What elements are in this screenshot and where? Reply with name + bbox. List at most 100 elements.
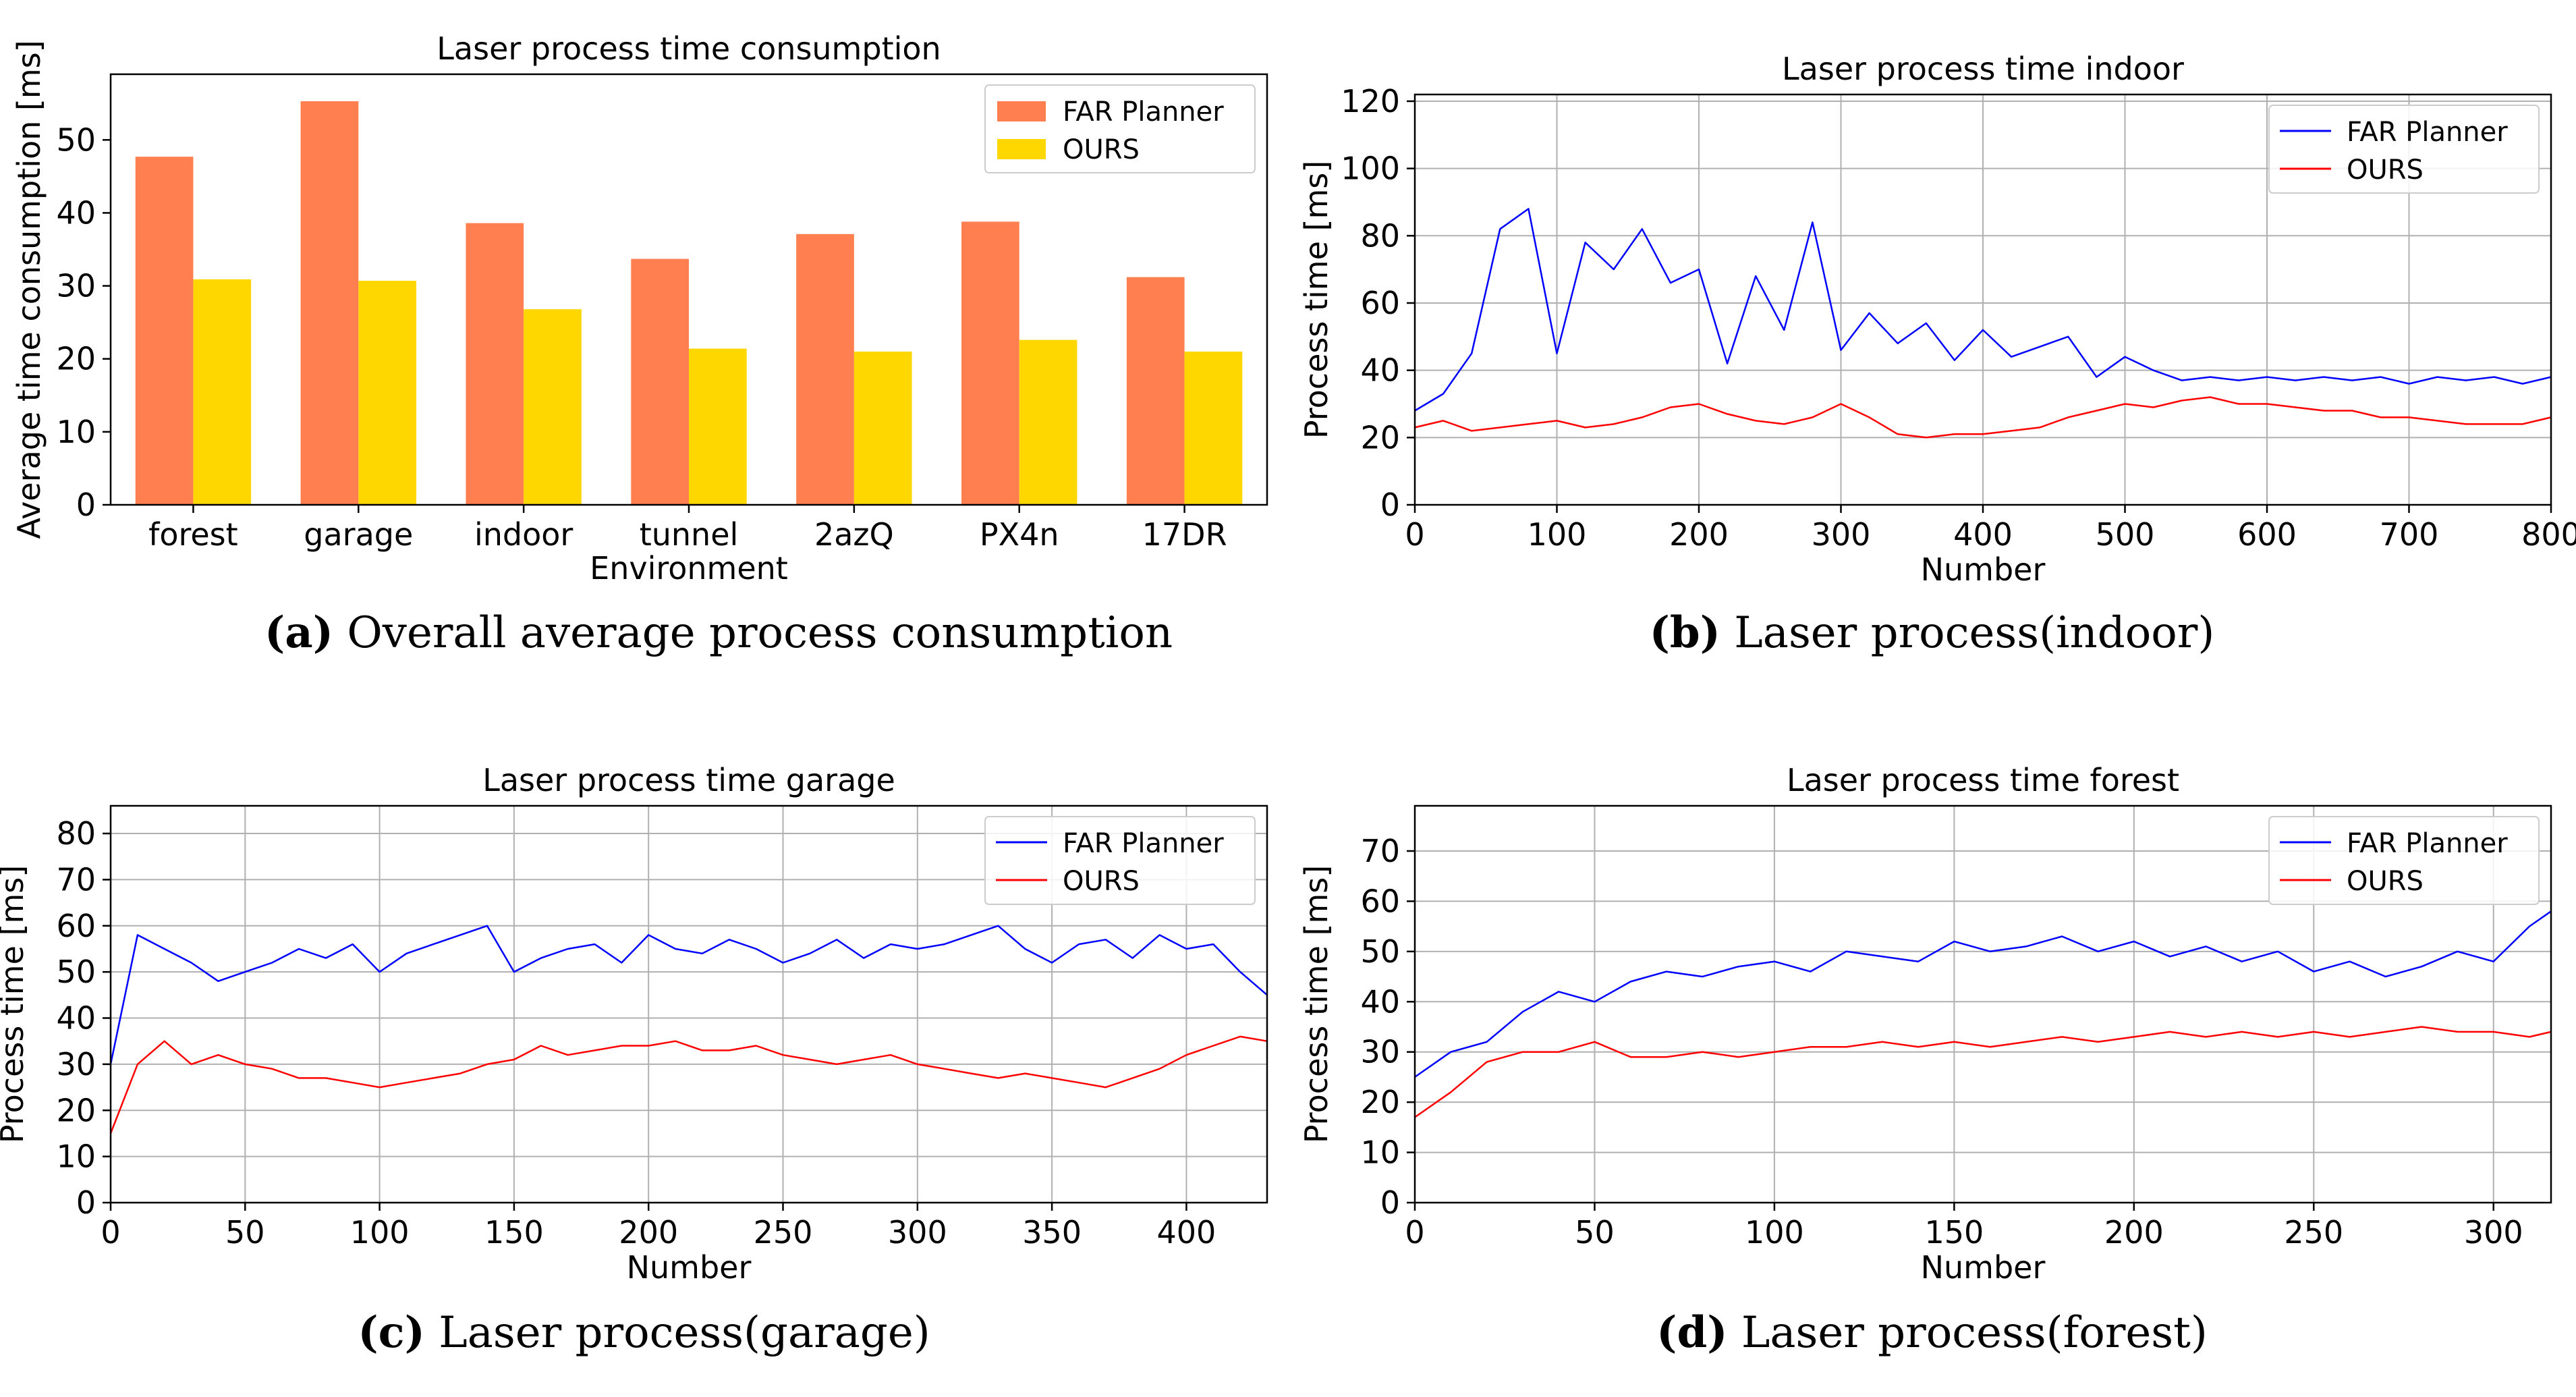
y-tick-label: 80 (56, 815, 96, 852)
bar (1184, 351, 1243, 505)
bar (524, 309, 582, 505)
y-tick-label: 20 (56, 341, 96, 377)
y-tick-label: 20 (1360, 1084, 1400, 1120)
y-tick-label: 0 (1380, 1184, 1400, 1221)
bar (466, 223, 524, 505)
legend-box (2268, 816, 2540, 905)
x-tick-label: 200 (2104, 1214, 2164, 1251)
chart-title: Laser process time indoor (1782, 51, 2184, 87)
bar (853, 351, 912, 505)
series-line (1414, 910, 2552, 1078)
y-tick-label: 120 (1341, 83, 1400, 119)
caption-a: (a) Overall average process consumption (0, 607, 1437, 658)
x-tick-label: 600 (2237, 516, 2297, 553)
x-tick-label: 50 (1575, 1214, 1615, 1251)
chart-c: Laser process time garage 0 10 20 30 40 50 60 70… (0, 762, 1268, 1286)
y-tick-label: 0 (1380, 487, 1400, 523)
x-tick-label: indoor (474, 516, 573, 553)
caption-c-text: Laser process(garage) (439, 1308, 930, 1358)
x-tick-label: 17DR (1142, 516, 1227, 553)
legend-box (984, 84, 1256, 173)
series-line (1414, 396, 2552, 439)
y-tick-label: 80 (1360, 217, 1400, 254)
y-tick-label: 10 (56, 1139, 96, 1175)
y-tick-label: 30 (56, 268, 96, 304)
y-tick-label: 100 (1341, 150, 1400, 187)
x-tick-label: 350 (1022, 1214, 1082, 1251)
x-tick-label: 100 (1528, 516, 1587, 553)
y-tick-label: 40 (56, 1000, 96, 1037)
x-axis-label: Number (627, 1249, 752, 1286)
x-tick-label: 200 (1669, 516, 1729, 553)
y-tick-label: 20 (56, 1092, 96, 1128)
caption-c-label: (c) (358, 1307, 425, 1358)
bar (1019, 339, 1077, 505)
y-tick-label: 20 (1360, 419, 1400, 456)
x-tick-label: 0 (1405, 1214, 1424, 1251)
series-line (1414, 1026, 2552, 1118)
legend-label: FAR Planner (1063, 828, 1224, 859)
panel-d: Laser process time forest 0 10 20 30 40 50 60 70… (1288, 696, 2576, 1394)
plot-frame (109, 73, 1268, 506)
y-tick-label: 30 (56, 1046, 96, 1083)
x-axis-label: Number (1921, 551, 2046, 588)
y-tick-label: 50 (56, 121, 96, 158)
legend-box (2268, 105, 2540, 194)
x-tick-label: 50 (225, 1214, 265, 1251)
bar (961, 221, 1019, 505)
y-tick-label: 60 (1360, 285, 1400, 321)
bar (135, 157, 194, 505)
bar (631, 258, 689, 505)
series-line (109, 1035, 1268, 1134)
x-tick-label: 250 (2284, 1214, 2343, 1251)
legend-label: FAR Planner (2347, 117, 2508, 148)
x-tick-label: 0 (101, 1214, 120, 1251)
series-line (109, 925, 1268, 1065)
x-tick-label: 2azQ (814, 516, 894, 553)
x-tick-label: tunnel (640, 516, 739, 553)
bar (358, 281, 416, 505)
x-tick-label: PX4n (980, 516, 1059, 553)
chart-d: Laser process time forest 0 10 20 30 40 50 60 70… (1298, 762, 2552, 1286)
chart-a: Laser process time consumption 0 10 20 30 40 5… (11, 30, 1268, 586)
x-tick-label: 300 (1812, 516, 1871, 553)
chart-b: Laser process time indoor 0 20 40 60 80 100 120… (1298, 51, 2576, 588)
legend-box (984, 816, 1256, 905)
caption-d-label: (d) (1656, 1307, 1728, 1358)
panel-a: Laser process time consumption 0 10 20 30 40 5… (0, 0, 1288, 696)
caption-d-text: Laser process(forest) (1741, 1308, 2208, 1358)
y-tick-label: 10 (1360, 1134, 1400, 1171)
chart-title: Laser process time forest (1787, 762, 2179, 798)
x-tick-label: 400 (1157, 1214, 1216, 1251)
x-tick-label: forest (148, 516, 238, 553)
legend-label: OURS (1063, 134, 1140, 165)
x-tick-label: 150 (484, 1214, 544, 1251)
x-tick-label: 700 (2380, 516, 2439, 553)
legend-swatch (997, 139, 1046, 159)
plot-frame (109, 804, 1268, 1204)
caption-a-text: Overall average process consumption (347, 608, 1173, 658)
x-tick-label: garage (304, 516, 413, 553)
bar (1126, 277, 1185, 505)
x-tick-label: 200 (619, 1214, 678, 1251)
bar (796, 234, 854, 505)
chart-title: Laser process time garage (482, 762, 895, 798)
caption-b-label: (b) (1649, 607, 1720, 658)
x-axis-label: Environment (590, 550, 788, 586)
y-tick-label: 40 (56, 194, 96, 231)
x-tick-label: 500 (2096, 516, 2155, 553)
x-tick-label: 300 (2464, 1214, 2523, 1251)
y-axis-label: Average time consumption [ms] (11, 40, 47, 539)
legend-label: OURS (2347, 155, 2424, 186)
x-tick-label: 400 (1953, 516, 2013, 553)
y-tick-label: 70 (56, 861, 96, 898)
caption-a-label: (a) (264, 607, 333, 658)
y-tick-label: 0 (76, 1184, 96, 1221)
x-tick-label: 150 (1924, 1214, 1984, 1251)
y-tick-label: 50 (56, 954, 96, 990)
y-axis-label: Process time [ms] (0, 865, 30, 1143)
panel-c: Laser process time garage 0 10 20 30 40 50 60 70… (0, 696, 1288, 1394)
caption-d: (d) Laser process(forest) (1288, 1307, 2576, 1358)
bar (689, 348, 747, 505)
plot-frame (1413, 93, 2552, 506)
